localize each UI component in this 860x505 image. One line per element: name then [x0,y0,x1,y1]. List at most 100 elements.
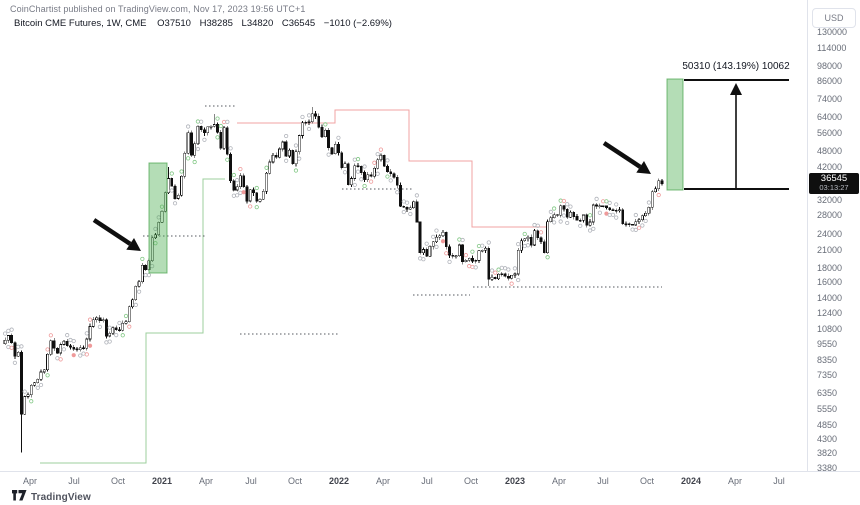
signal-marker-above [535,223,540,228]
candle-body [261,191,265,200]
candle-body [506,275,510,279]
time-tick-label: Oct [110,476,126,486]
candle-body [337,143,340,154]
signal-marker-above [470,249,475,254]
candle-body [621,209,625,225]
candle-body [140,264,144,283]
price-tick-label: 48000 [817,146,843,156]
signal-marker-above [512,266,518,271]
highlight-box [666,78,684,191]
candle-body [183,152,187,177]
candle-body [65,341,69,347]
candle-body [6,335,10,341]
candle-body [467,258,471,261]
pointer-arrow-head [636,160,651,174]
candle-body [356,165,360,167]
signal-marker-below [509,281,514,286]
candle-body [542,241,546,253]
signal-marker-above [457,237,462,242]
candle-body [170,178,174,187]
signal-marker-above [300,114,305,120]
signal-marker-above [480,243,485,248]
symbol-legend[interactable]: Bitcoin CME Futures, 1W, CME O37510 H382… [14,18,398,29]
candle-body [631,224,634,226]
signal-marker-below [558,219,563,224]
signal-marker-above [587,213,593,218]
signal-marker-above [424,241,429,246]
signal-marker-below [587,228,593,233]
signal-marker-below [418,256,423,261]
candle-body [154,234,157,238]
signal-marker-above [71,338,76,344]
candle-body [627,223,631,226]
signal-marker-above [538,230,544,235]
signal-marker-below [186,156,191,161]
candle-body [268,161,272,174]
signal-marker-above [493,270,498,275]
signal-marker-above [16,344,21,349]
tradingview-logo-icon[interactable] [12,488,27,505]
signal-marker-above [404,200,410,205]
signal-marker-above [336,135,341,140]
candle-body [238,175,242,187]
candle-body [173,185,177,199]
signal-marker-below [84,352,89,357]
signal-marker-below [522,243,527,249]
trailing-stop-line-up [40,178,225,464]
candle-body [294,151,298,165]
signal-marker-above [228,146,233,151]
signal-marker-below [525,243,531,248]
candle-body [448,246,451,256]
time-tick-label: Jul [421,476,433,486]
signal-marker-above [117,320,122,326]
signal-marker-above [2,331,8,336]
candle-body [549,217,553,223]
time-tick-label: Oct [639,476,655,486]
candle-body [39,371,43,380]
signal-marker-above [561,198,567,204]
candle-body [389,171,393,175]
candle-body [209,125,213,128]
price-tick-label: 114000 [817,42,847,53]
signal-marker-below [306,126,312,132]
candle-body [52,340,56,349]
candle-body [150,237,154,262]
symbol-title[interactable]: Bitcoin CME Futures, 1W, CME [14,18,147,29]
signal-marker-above [84,331,89,336]
candle-body [10,335,14,343]
time-axis[interactable]: Apr Jul Oct 2021 Apr Jul Oct 2022 Apr Jul Oct 2023 A… [0,472,807,490]
candle-body [618,209,621,212]
candle-body [216,124,219,133]
candle-body [33,382,36,386]
signal-marker-above [604,199,609,204]
currency-toggle-button[interactable]: USD [812,8,856,28]
price-tick-label: 3380 [817,463,838,473]
ohlc-high: H38285 [199,18,233,29]
ohlc-low: L34820 [241,18,274,29]
signal-marker-above [434,228,439,233]
signal-marker-above [516,242,521,247]
candle-body [317,115,321,128]
candle-body [438,235,442,238]
tradingview-logo-text[interactable]: TradingView [31,491,91,503]
range-arrow-head [730,83,742,95]
candle-body [539,237,543,243]
candle-body [461,244,465,263]
signal-marker-below [284,158,289,163]
candle-body [451,255,455,257]
price-axis[interactable]: USD 130000 114000 98000 86000 74000 64000 5600… [807,0,860,473]
signal-marker-below [369,179,374,184]
candle-body [307,121,311,123]
price-tick-label: 42000 [817,162,843,172]
candle-body [457,244,461,257]
candle-body [46,354,49,370]
signal-marker-below [342,170,348,175]
candle-body [88,326,92,340]
signal-marker-below [444,251,449,256]
signal-marker-below [656,192,661,198]
candle-body [471,258,474,262]
price-tick-label: 8350 [817,355,838,365]
signal-marker-above [552,206,557,211]
